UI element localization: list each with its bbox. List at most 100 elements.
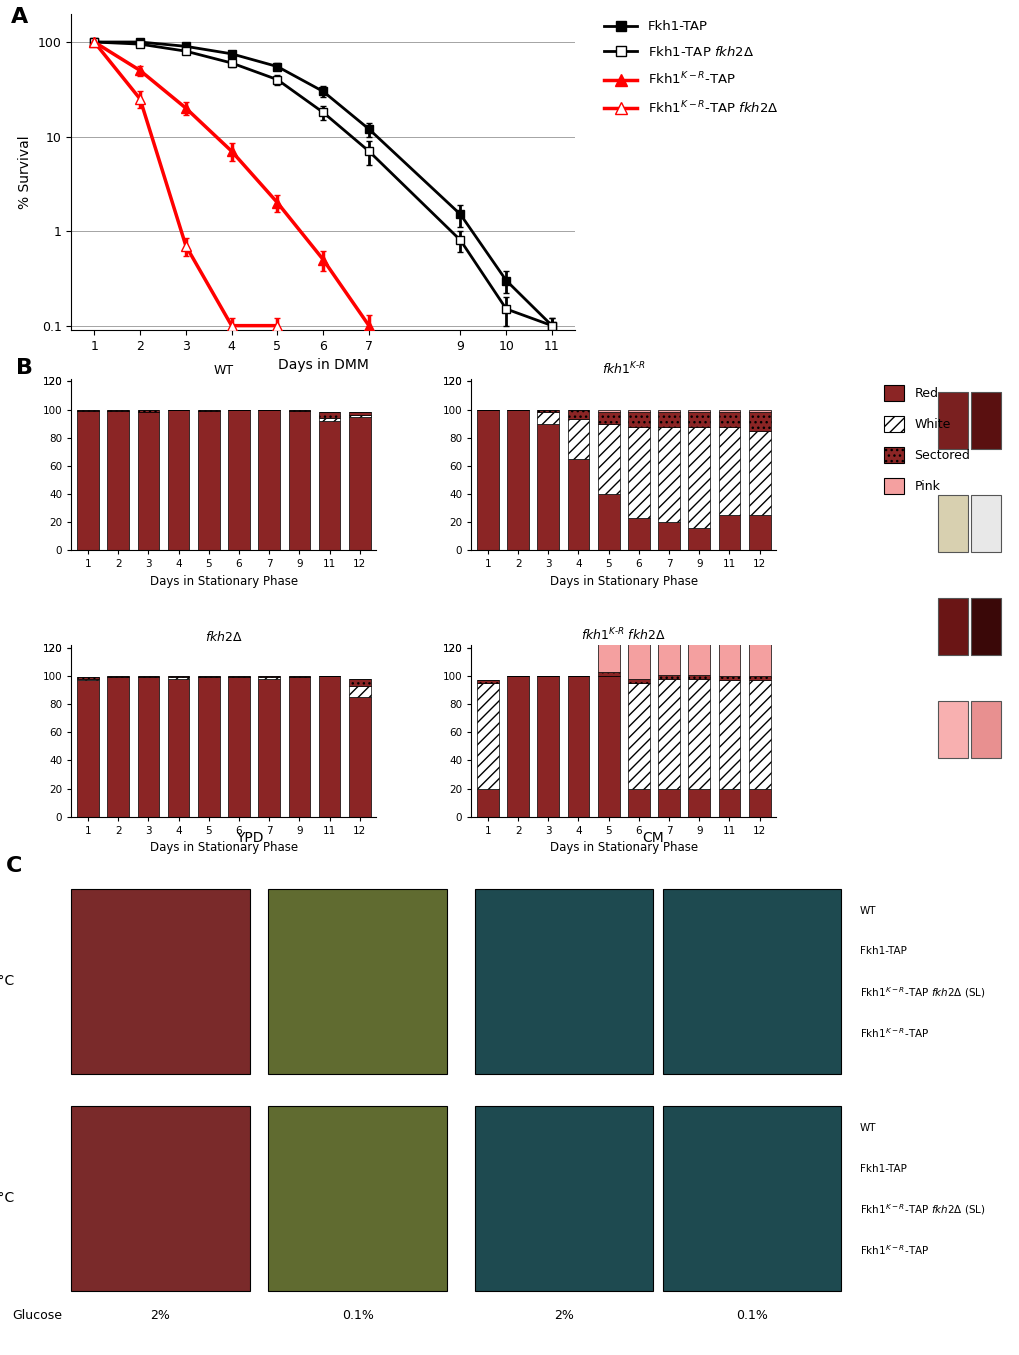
Bar bbox=[477, 409, 498, 550]
Bar bbox=[718, 409, 740, 412]
Bar bbox=[657, 409, 680, 412]
Bar bbox=[718, 412, 740, 427]
Bar bbox=[288, 676, 310, 678]
Bar bbox=[477, 789, 498, 817]
Bar bbox=[597, 672, 619, 676]
Bar bbox=[348, 679, 370, 686]
Bar bbox=[662, 889, 840, 1073]
Title: WT: WT bbox=[214, 364, 233, 378]
Bar bbox=[107, 411, 129, 550]
Bar bbox=[506, 676, 529, 817]
Bar bbox=[475, 1106, 652, 1291]
X-axis label: Days in Stationary Phase: Days in Stationary Phase bbox=[549, 575, 697, 588]
Bar bbox=[628, 412, 649, 427]
Bar bbox=[268, 889, 446, 1073]
Bar bbox=[748, 676, 769, 680]
Bar bbox=[657, 598, 680, 675]
Bar bbox=[567, 420, 589, 459]
Legend: Fkh1-TAP, Fkh1-TAP $fkh2\Delta$, Fkh1$^{K-R}$-TAP, Fkh1$^{K-R}$-TAP $fkh2\Delta$: Fkh1-TAP, Fkh1-TAP $fkh2\Delta$, Fkh1$^{… bbox=[604, 20, 777, 117]
Bar bbox=[258, 679, 280, 817]
Bar bbox=[748, 412, 769, 431]
Bar bbox=[77, 680, 99, 817]
Bar bbox=[167, 678, 190, 679]
Bar bbox=[167, 679, 190, 817]
Bar bbox=[748, 409, 769, 412]
Bar bbox=[198, 678, 219, 817]
Bar bbox=[718, 676, 740, 680]
Bar bbox=[718, 427, 740, 515]
Bar bbox=[688, 598, 709, 675]
Bar bbox=[138, 678, 159, 817]
Bar bbox=[628, 427, 649, 518]
Bar bbox=[198, 676, 219, 678]
Text: B: B bbox=[16, 358, 34, 378]
Text: WT: WT bbox=[859, 905, 875, 916]
Bar bbox=[628, 602, 649, 679]
FancyBboxPatch shape bbox=[970, 392, 1001, 449]
Bar bbox=[288, 411, 310, 550]
Bar bbox=[662, 1106, 840, 1291]
Bar bbox=[71, 889, 250, 1073]
Legend: Red, White, Sectored, Pink: Red, White, Sectored, Pink bbox=[883, 385, 969, 495]
Bar bbox=[657, 522, 680, 550]
Y-axis label: % Survival: % Survival bbox=[18, 136, 33, 209]
Text: Fkh1-TAP: Fkh1-TAP bbox=[859, 1164, 906, 1173]
Bar bbox=[597, 566, 619, 672]
Bar bbox=[258, 409, 280, 550]
Title: $fkh2\Delta$: $fkh2\Delta$ bbox=[205, 630, 243, 644]
Bar bbox=[748, 599, 769, 676]
Bar bbox=[537, 409, 558, 412]
Bar bbox=[688, 412, 709, 427]
Bar bbox=[348, 417, 370, 550]
Bar bbox=[477, 683, 498, 789]
FancyBboxPatch shape bbox=[970, 495, 1001, 551]
Bar bbox=[597, 409, 619, 412]
Bar bbox=[718, 515, 740, 550]
X-axis label: Days in Stationary Phase: Days in Stationary Phase bbox=[150, 841, 298, 855]
Bar bbox=[198, 411, 219, 550]
Bar bbox=[748, 515, 769, 550]
Bar bbox=[348, 686, 370, 696]
Bar bbox=[77, 679, 99, 680]
Bar bbox=[107, 678, 129, 817]
Bar bbox=[319, 412, 340, 419]
Bar bbox=[688, 675, 709, 679]
Bar bbox=[475, 889, 652, 1073]
Bar bbox=[107, 676, 129, 678]
Text: 0.1%: 0.1% bbox=[735, 1309, 767, 1321]
Bar bbox=[567, 409, 589, 420]
Bar bbox=[167, 409, 190, 550]
Bar bbox=[537, 424, 558, 550]
Bar bbox=[228, 676, 250, 678]
FancyBboxPatch shape bbox=[936, 701, 967, 757]
Text: 30°C: 30°C bbox=[0, 974, 15, 988]
Bar bbox=[71, 1106, 250, 1291]
Bar bbox=[628, 409, 649, 412]
Bar bbox=[628, 518, 649, 550]
FancyBboxPatch shape bbox=[936, 495, 967, 551]
Bar bbox=[319, 676, 340, 817]
Bar bbox=[348, 412, 370, 415]
Bar bbox=[748, 789, 769, 817]
Text: Fkh1$^{K-R}$-TAP: Fkh1$^{K-R}$-TAP bbox=[859, 1026, 928, 1039]
Bar bbox=[77, 676, 99, 679]
Bar bbox=[597, 676, 619, 817]
Bar bbox=[748, 680, 769, 789]
X-axis label: Days in Stationary Phase: Days in Stationary Phase bbox=[549, 841, 697, 855]
Bar bbox=[138, 412, 159, 550]
Bar bbox=[268, 1106, 446, 1291]
Bar bbox=[167, 676, 190, 678]
Bar bbox=[288, 678, 310, 817]
Bar bbox=[567, 459, 589, 550]
FancyBboxPatch shape bbox=[936, 598, 967, 654]
Text: 0.1%: 0.1% bbox=[341, 1309, 373, 1321]
Bar bbox=[228, 678, 250, 817]
Bar bbox=[348, 696, 370, 817]
Bar bbox=[628, 789, 649, 817]
Bar bbox=[597, 424, 619, 495]
Bar bbox=[506, 409, 529, 550]
Text: Fkh1$^{K-R}$-TAP $fkh2\Delta$ (SL): Fkh1$^{K-R}$-TAP $fkh2\Delta$ (SL) bbox=[859, 1202, 984, 1217]
Bar bbox=[319, 419, 340, 421]
Text: YPD: YPD bbox=[235, 832, 263, 846]
Bar bbox=[688, 427, 709, 528]
